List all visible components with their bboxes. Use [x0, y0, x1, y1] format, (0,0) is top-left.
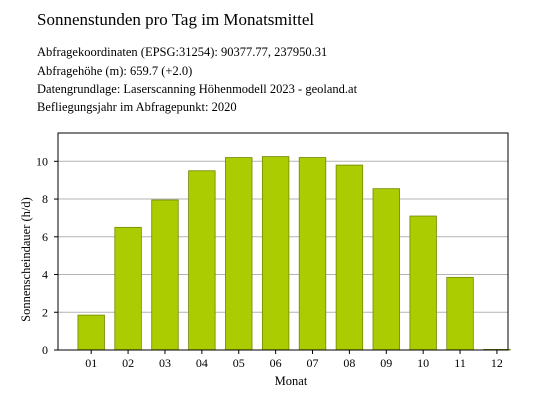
x-tick-label: 12: [491, 356, 503, 370]
bar-03: [151, 199, 179, 351]
x-tick-label: 08: [343, 356, 355, 370]
bar-11: [446, 276, 474, 351]
info-flight-year: Befliegungsjahr im Abfragepunkt: 2020: [37, 100, 237, 114]
x-tick-label: 10: [417, 356, 429, 370]
x-tick-label: 06: [270, 356, 282, 370]
y-tick-label: 8: [42, 192, 48, 206]
y-tick-label: 6: [42, 230, 48, 244]
x-axis-label: Monat: [275, 374, 308, 388]
x-tick-label: 05: [233, 356, 245, 370]
bar-07: [298, 157, 327, 351]
y-tick-label: 0: [42, 343, 48, 357]
chart-title: Sonnenstunden pro Tag im Monatsmittel: [37, 10, 315, 29]
x-tick-label: 09: [380, 356, 392, 370]
info-coordinates: Abfragekoordinaten (EPSG:31254): 90377.7…: [37, 45, 328, 59]
bar-06: [261, 156, 290, 351]
y-tick-label: 10: [36, 154, 48, 168]
x-tick-label: 03: [159, 356, 171, 370]
x-tick-label: 07: [307, 356, 319, 370]
x-tick-label: 11: [454, 356, 466, 370]
y-tick-label: 4: [42, 268, 48, 282]
bar-09: [372, 188, 400, 351]
info-elevation: Abfragehöhe (m): 659.7 (+2.0): [37, 64, 193, 78]
y-axis-label: Sonnenscheindauer (h/d): [19, 197, 33, 322]
x-ticks: 01 02 03 04 05 06 07 08 09 10 11 12: [85, 350, 503, 370]
x-tick-label: 02: [122, 356, 134, 370]
bar-08: [335, 164, 364, 351]
bars: [77, 156, 511, 351]
bar-05: [225, 157, 253, 351]
bar-10: [409, 215, 437, 351]
y-tick-label: 2: [42, 305, 48, 319]
info-data-source: Datengrundlage: Laserscanning Höhenmodel…: [37, 82, 358, 96]
y-ticks: 0 2 4 6 8 10: [36, 154, 58, 357]
bar-04: [188, 170, 216, 351]
x-tick-label: 01: [85, 356, 97, 370]
x-tick-label: 04: [196, 356, 208, 370]
bar-01: [77, 314, 105, 351]
plot-frame: [57, 132, 509, 351]
bar-02: [114, 226, 142, 351]
